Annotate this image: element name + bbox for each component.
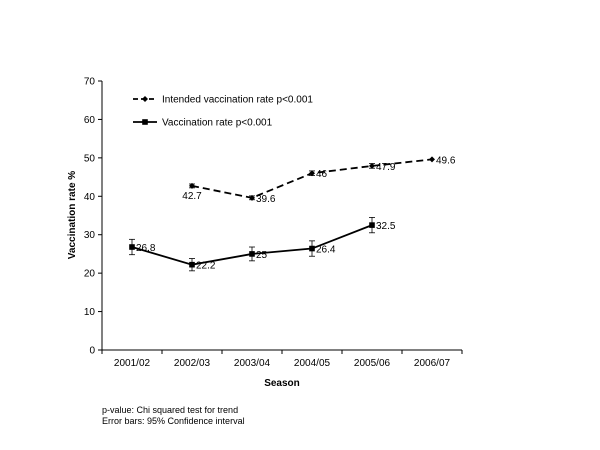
data-point [369,222,375,228]
data-label: 26.8 [136,243,156,254]
series-group: 42.7 39.6 46 47.9 49.6 26.8 22.2 25 26.4 32.5 [129,155,456,272]
data-label: 49.6 [436,155,456,166]
y-axis-ticks: 0 10 20 30 40 50 60 70 [84,77,102,357]
data-point [249,194,255,201]
footnote-error-bars: Error bars: 95% Confidence interval [102,416,245,426]
data-label: 25 [256,250,268,261]
data-point [249,251,255,257]
data-label: 47.9 [376,162,396,173]
data-label: 46 [316,169,328,180]
series-vaccination-rate: 26.8 22.2 25 26.4 32.5 [129,217,396,272]
data-label: 26.4 [316,245,336,256]
data-point [309,245,315,252]
data-label: 22.2 [196,261,216,272]
y-tick-label: 50 [84,153,96,164]
legend-entry: Intended vaccination rate p<0.001 [162,95,313,106]
data-point [309,170,315,177]
y-tick-label: 40 [84,192,96,203]
x-tick-label: 2005/06 [354,358,391,369]
series-intended-vaccination-rate: 42.7 39.6 46 47.9 49.6 [182,155,456,204]
x-axis-title: Season [264,378,300,389]
x-tick-label: 2003/04 [234,358,271,369]
legend-diamond-marker [142,96,148,102]
y-axis-title: Vaccination rate % [67,171,78,259]
data-label: 42.7 [182,191,202,202]
data-point [429,156,435,163]
y-tick-label: 60 [84,115,96,126]
data-point [369,162,375,169]
y-tick-label: 0 [89,346,95,357]
data-label: 32.5 [376,221,396,232]
x-tick-label: 2006/07 [414,358,451,369]
x-tick-label: 2002/03 [174,358,211,369]
data-point [189,182,195,189]
y-tick-label: 70 [84,77,96,88]
legend-square-marker [142,119,148,125]
legend: Intended vaccination rate p<0.001 Vaccina… [133,95,313,129]
y-tick-label: 10 [84,307,96,318]
y-tick-label: 30 [84,230,96,241]
data-point [129,244,135,250]
data-label: 39.6 [256,194,276,205]
data-point [189,261,195,268]
x-tick-label: 2004/05 [294,358,331,369]
x-axis-ticks: 2001/02 2002/03 2003/04 2004/05 2005/06 2006/… [101,350,463,369]
legend-entry: Vaccination rate p<0.001 [162,118,273,129]
y-tick-label: 20 [84,269,96,280]
footnote-pvalue: p-value: Chi squared test for trend [102,405,239,415]
series-line [191,158,433,199]
x-tick-label: 2001/02 [114,358,151,369]
